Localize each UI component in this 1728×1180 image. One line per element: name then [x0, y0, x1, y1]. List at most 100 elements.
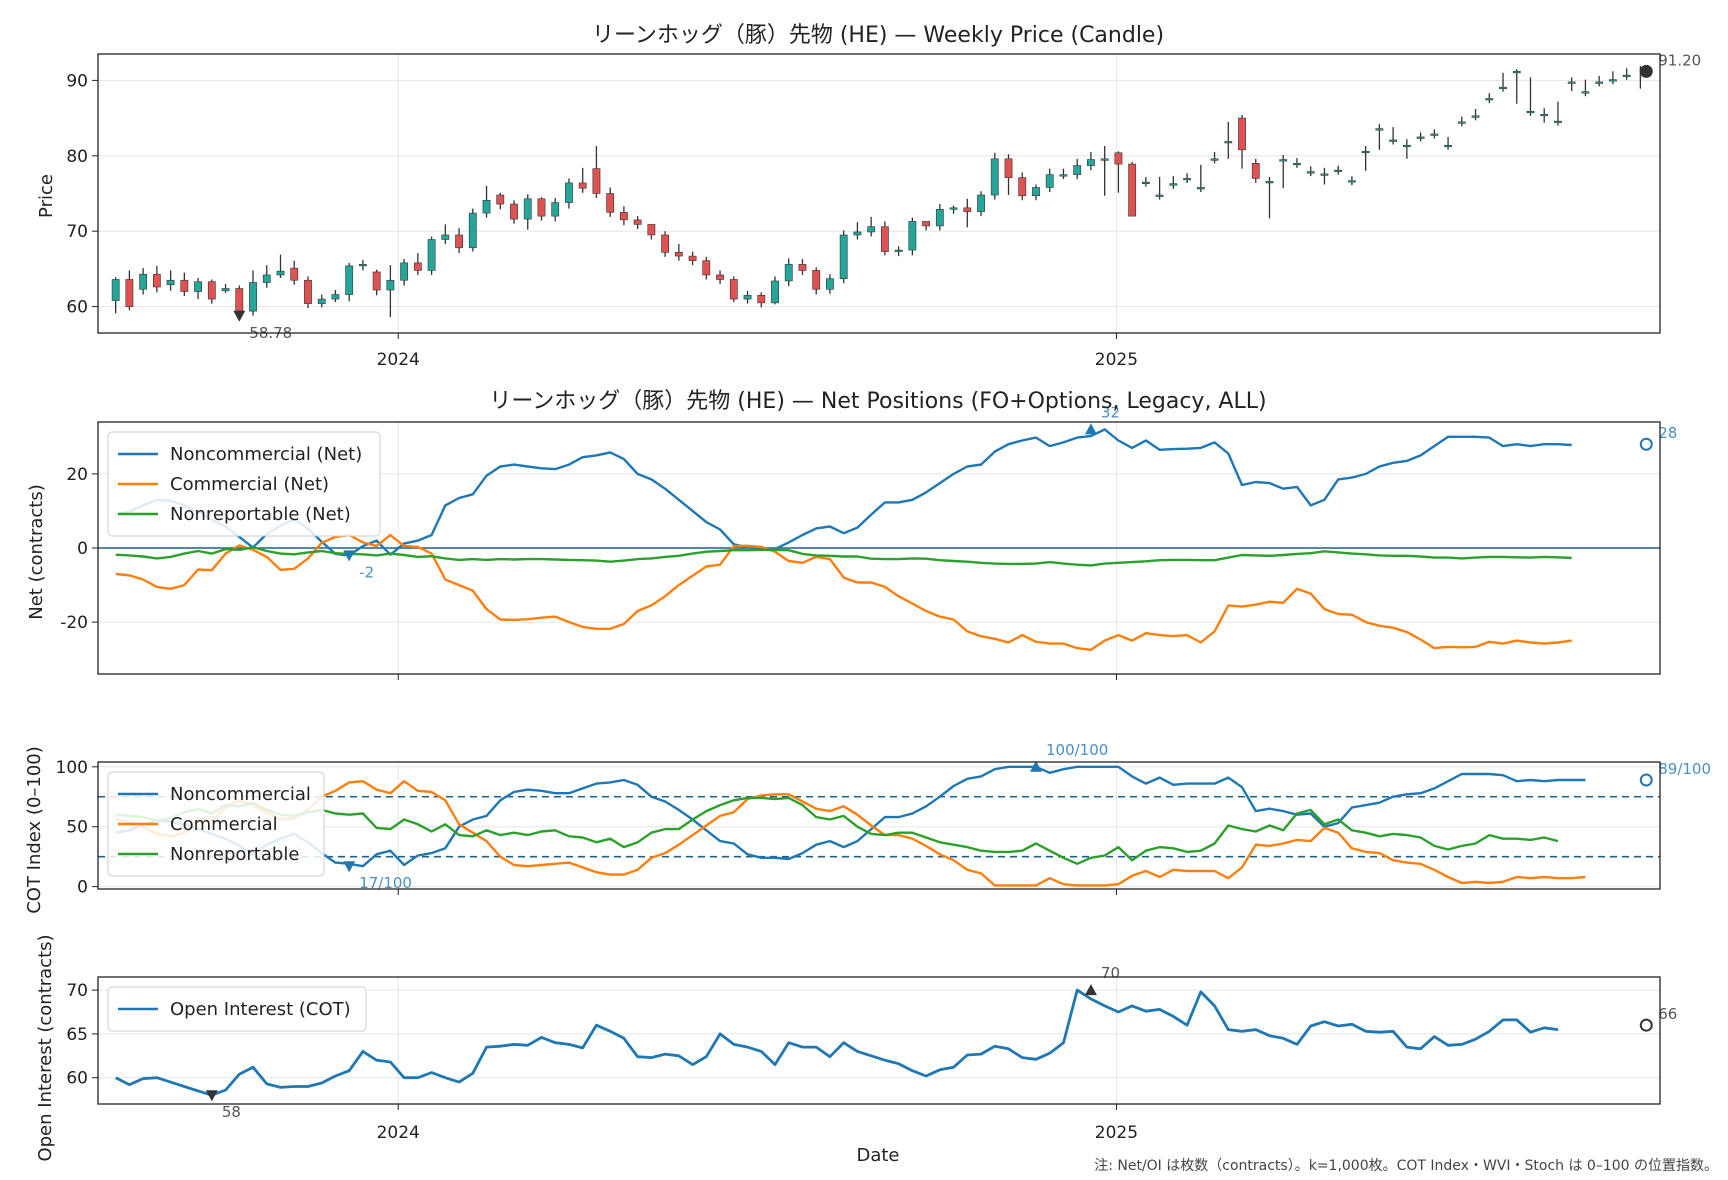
candle-body [346, 266, 353, 295]
candle-body [730, 279, 737, 299]
y-tick-label: -20 [60, 613, 88, 633]
candle-body [112, 279, 119, 300]
candle-body [565, 183, 572, 203]
candle-body [593, 169, 600, 194]
candle-body [1623, 75, 1630, 77]
candle-body [1170, 184, 1177, 186]
candle-body [854, 232, 861, 235]
candle-body [1087, 160, 1094, 166]
candle-body [1321, 174, 1328, 176]
candle-body [1197, 187, 1204, 189]
min-marker [206, 1090, 218, 1101]
last-label: 89/100 [1658, 760, 1711, 778]
candle-body [620, 212, 627, 220]
cot-index-panel: 0 50 100 17/100 100/100 89/100 Noncommercial Co… [56, 741, 1711, 898]
candle-body [1156, 195, 1163, 197]
cot-ylabel: COT Index (0–100) [24, 746, 45, 914]
series-line [116, 547, 1572, 565]
candle-body [510, 204, 517, 219]
candle-body [1307, 172, 1314, 174]
candle-body [524, 199, 531, 219]
legend-entry: Commercial (Net) [170, 474, 329, 495]
min-marker [343, 861, 355, 872]
candle-body [1348, 181, 1355, 183]
candle-body [1499, 87, 1506, 89]
min-label: -2 [359, 563, 374, 581]
candle-body [497, 195, 504, 204]
candle-body [1183, 178, 1190, 180]
candle-body [469, 213, 476, 248]
candle-body [799, 264, 806, 270]
candle-body [675, 252, 682, 256]
candle-body [977, 195, 984, 212]
legend-entry: Commercial [170, 814, 278, 835]
y-tick-label: 0 [77, 878, 88, 898]
candle-body [249, 282, 256, 311]
last-marker [1641, 439, 1652, 450]
panel-frame [98, 762, 1660, 889]
candle-body [442, 235, 449, 240]
candle-body [895, 250, 902, 252]
candle-body [1046, 175, 1053, 188]
candle-body [332, 295, 339, 300]
candle-body [1142, 182, 1149, 184]
candle-body [1472, 116, 1479, 118]
last-label: 91.20 [1658, 51, 1701, 69]
candle-body [1335, 170, 1342, 172]
candle-body [689, 256, 696, 261]
candle-body [1019, 178, 1026, 196]
candle-body [1541, 114, 1548, 116]
candle-body [579, 183, 586, 188]
candle-body [1390, 140, 1397, 142]
x-tick-label: 2025 [1095, 350, 1138, 370]
y-tick-label: 0 [77, 539, 88, 559]
legend-entry: Noncommercial (Net) [170, 444, 362, 465]
candle-body [1486, 98, 1493, 100]
panel-frame [98, 54, 1660, 333]
net-positions-panel: -20020-23228Noncommercial (Net)Commercia… [60, 403, 1677, 680]
min-marker [233, 311, 245, 322]
candle-body [703, 261, 710, 275]
candle-body [401, 263, 408, 280]
candle-body [662, 235, 669, 252]
candle-body [277, 271, 284, 275]
legend-entry: Nonreportable (Net) [170, 504, 351, 525]
candle-body [1376, 129, 1383, 131]
candle-body [771, 281, 778, 303]
candle-body [758, 295, 765, 303]
candle-body [181, 280, 188, 291]
price-ylabel: Price [36, 174, 57, 218]
candle-body [1225, 141, 1232, 143]
candle-body [936, 209, 943, 226]
candle-body [964, 208, 971, 212]
y-tick-label: 70 [66, 222, 88, 242]
legend-entry: Nonreportable [170, 844, 299, 865]
candle-body [607, 194, 614, 213]
candle-body [359, 264, 366, 266]
candle-body [455, 235, 462, 248]
open-interest-panel: 2024 2025 60 65 70 58 70 66 Open Interest (COT) [66, 964, 1677, 1143]
y-tick-label: 65 [66, 1025, 88, 1045]
candle-body [222, 289, 229, 291]
legend-entry: Noncommercial [170, 784, 311, 805]
candle-body [291, 268, 298, 280]
candle-body [634, 220, 641, 225]
candle-body [1115, 153, 1122, 164]
candle-body [909, 221, 916, 250]
candle-body [1101, 159, 1108, 161]
candle-body [744, 295, 751, 299]
candle-body [318, 299, 325, 304]
candle-body [1458, 122, 1465, 124]
candle-body [1362, 151, 1369, 153]
candle-body [208, 282, 215, 299]
candle-body [1005, 159, 1012, 178]
candle-body [126, 279, 133, 306]
candle-body [236, 289, 243, 312]
candle-body [1129, 164, 1136, 216]
candle-body [922, 221, 929, 226]
y-tick-label: 90 [66, 71, 88, 91]
candle-body [1582, 92, 1589, 94]
candle-body [950, 208, 957, 210]
x-tick-label: 2024 [377, 350, 420, 370]
